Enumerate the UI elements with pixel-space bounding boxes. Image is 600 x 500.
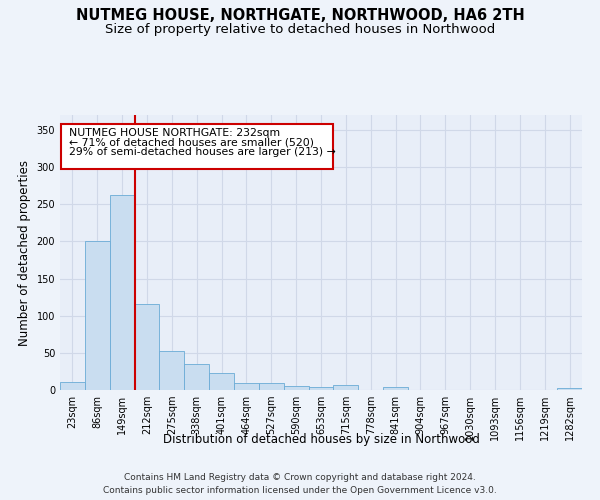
Bar (209, 373, 234, 390)
Bar (60, 382, 85, 390)
Text: ← 71% of detached houses are smaller (520): ← 71% of detached houses are smaller (52… (69, 138, 314, 147)
FancyBboxPatch shape (61, 124, 334, 168)
Text: Size of property relative to detached houses in Northwood: Size of property relative to detached ho… (105, 22, 495, 36)
Bar (134, 304, 160, 390)
Bar (334, 385, 358, 390)
Bar (110, 196, 134, 390)
Text: NUTMEG HOUSE, NORTHGATE, NORTHWOOD, HA6 2TH: NUTMEG HOUSE, NORTHGATE, NORTHWOOD, HA6 … (76, 8, 524, 22)
Text: Contains HM Land Registry data © Crown copyright and database right 2024.
Contai: Contains HM Land Registry data © Crown c… (103, 474, 497, 495)
Bar (85, 242, 110, 390)
Text: Distribution of detached houses by size in Northwood: Distribution of detached houses by size … (163, 432, 479, 446)
Bar (184, 364, 209, 390)
Bar (383, 387, 408, 390)
Bar (160, 350, 184, 390)
Bar (234, 384, 259, 390)
Bar (259, 384, 284, 390)
Text: NUTMEG HOUSE NORTHGATE: 232sqm: NUTMEG HOUSE NORTHGATE: 232sqm (69, 128, 280, 138)
Bar (308, 387, 334, 390)
Bar (284, 386, 308, 390)
Y-axis label: Number of detached properties: Number of detached properties (18, 160, 31, 346)
Bar (557, 388, 582, 390)
Text: 29% of semi-detached houses are larger (213) →: 29% of semi-detached houses are larger (… (69, 147, 335, 157)
